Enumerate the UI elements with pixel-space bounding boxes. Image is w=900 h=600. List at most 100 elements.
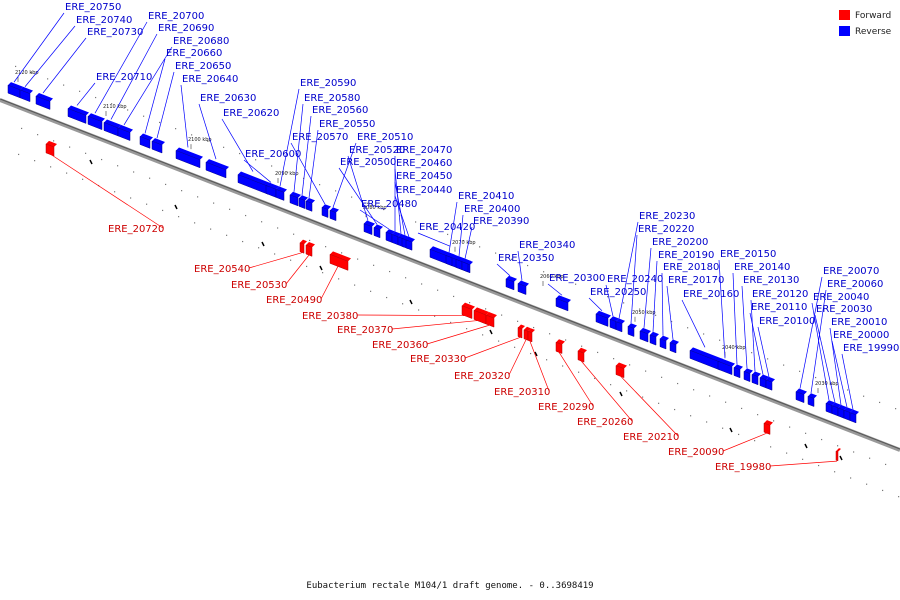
gene-box-top [206, 159, 229, 170]
gene-box [517, 283, 527, 295]
gene-box [517, 327, 523, 339]
gene-leader [426, 324, 491, 345]
gene-leader [448, 201, 458, 253]
gene-ere_20000: ERE_20000 [831, 330, 889, 421]
gene-ere_20030: ERE_20030 [814, 304, 872, 417]
track-dot [671, 320, 673, 323]
gene-leader [643, 247, 652, 328]
gene-ere_20390: ERE_20390 [461, 216, 529, 273]
gene-label: ERE_20510 [357, 132, 413, 143]
gene-label: ERE_20650 [175, 61, 231, 72]
gene-box-top [660, 335, 669, 342]
track-dot [517, 320, 519, 322]
track-dot [661, 376, 663, 378]
gene-box-top [8, 82, 23, 90]
track-dot [687, 327, 689, 329]
gene-box-top [68, 105, 89, 116]
gene-ere_20600: ERE_20600 [243, 149, 301, 198]
gene-box-top [760, 374, 769, 380]
gene-box [523, 329, 529, 341]
gene-leader [180, 84, 189, 148]
track-dot [533, 326, 535, 329]
gene-label: ERE_20140 [734, 262, 790, 273]
gene-label: ERE_20450 [396, 171, 452, 182]
track-dot [709, 395, 711, 397]
track-tick [839, 455, 843, 461]
gene-box-top [140, 133, 153, 141]
genome-axis-line [0, 98, 900, 452]
gene-box [405, 239, 413, 251]
gene-label: ERE_20570 [292, 132, 348, 143]
scale-tick-label: 2030 kbp [815, 381, 839, 387]
gene-box [615, 365, 625, 379]
gene-leader [417, 232, 451, 247]
track-dot [210, 228, 212, 230]
gene-label: ERE_20440 [396, 185, 452, 196]
gene-label: ERE_20710 [96, 72, 152, 83]
track-dot [597, 351, 599, 354]
gene-label: ERE_20740 [76, 15, 132, 26]
track-dot [287, 171, 289, 173]
gene-box-top [844, 407, 853, 413]
gene-box [445, 255, 453, 267]
track-dot [565, 339, 567, 341]
track-dot [130, 197, 132, 199]
gene-ere_20530: ERE_20530 [231, 242, 315, 291]
gene-ere_20110: ERE_20110 [749, 302, 807, 389]
gene-leader [301, 115, 312, 196]
gene-box [87, 115, 103, 131]
gene-leader [156, 71, 175, 139]
track-dot [853, 451, 855, 453]
gene-label: ERE_20550 [319, 119, 375, 130]
gene-label: ERE_20640 [182, 74, 238, 85]
track-dot [386, 296, 388, 299]
track-dot [101, 158, 103, 161]
track-dot [143, 115, 145, 117]
gene-box [139, 136, 151, 149]
gene-ere_20260: ERE_20260 [577, 347, 633, 428]
track-dot [485, 308, 487, 310]
gene-leader [750, 299, 756, 372]
track-dot [245, 214, 247, 217]
gene-leader [332, 142, 357, 208]
gene-box [555, 341, 563, 354]
gene-box-top [276, 186, 287, 193]
gene-ere_20510: ERE_20510 [329, 132, 413, 222]
gene-ere_20370: ERE_20370 [337, 307, 489, 336]
track-dot [290, 259, 292, 261]
track-dot [127, 109, 129, 111]
gene-leader [42, 37, 87, 94]
gene-ere_20620: ERE_20620 [221, 108, 279, 195]
gene-leader [394, 195, 410, 238]
gene-box [329, 209, 337, 222]
gene-leader [580, 360, 633, 422]
gene-box-top [650, 331, 659, 338]
track-dot [543, 271, 545, 273]
track-dot [34, 160, 36, 162]
track-dot [869, 457, 871, 459]
track-dot [482, 334, 484, 336]
gene-box-top [578, 347, 587, 354]
gene-leader [619, 375, 679, 437]
gene-label: ERE_20100 [759, 316, 815, 327]
gene-ere_20470: ERE_20470 [391, 145, 452, 246]
gene-label: ERE_20460 [396, 158, 452, 169]
track-dot [191, 134, 193, 136]
gene-label: ERE_20350 [498, 253, 554, 264]
gene-box-top [88, 113, 105, 122]
gene-ere_20490: ERE_20490 [266, 251, 351, 306]
gene-leader [749, 312, 764, 375]
gene-label: ERE_20250 [590, 287, 646, 298]
track-dot [786, 452, 788, 454]
gene-box-top [808, 393, 817, 399]
gene-label: ERE_20370 [337, 325, 393, 336]
track-dot [181, 190, 183, 192]
gene-box [175, 150, 201, 169]
track-dot [389, 270, 391, 273]
track-dot [357, 258, 359, 260]
track-dot [31, 72, 33, 74]
track-dot [85, 152, 87, 154]
gene-box-top [152, 138, 165, 146]
gene-leader [290, 142, 326, 205]
